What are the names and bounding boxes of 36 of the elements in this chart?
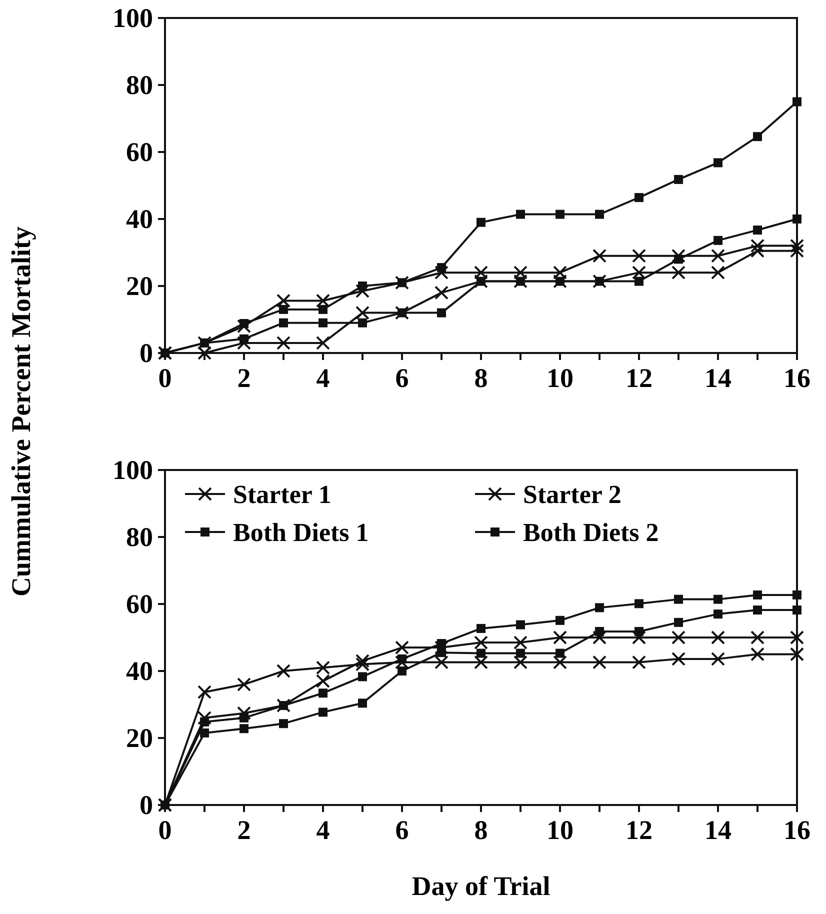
x-tick-label: 0 <box>158 363 172 393</box>
y-tick-label: 60 <box>126 137 153 167</box>
y-tick-label: 0 <box>140 338 153 368</box>
x-tick-label: 8 <box>474 363 488 393</box>
x-tick-label: 16 <box>784 815 810 845</box>
x-tick-label: 4 <box>316 363 330 393</box>
legend-label: Starter 1 <box>233 480 332 509</box>
x-tick-label: 12 <box>626 815 652 845</box>
legend-label: Both Diets 2 <box>523 518 659 547</box>
x-tick-label: 2 <box>237 815 251 845</box>
y-tick-label: 80 <box>126 70 153 100</box>
y-tick-label: 80 <box>126 522 153 552</box>
x-tick-label: 0 <box>158 815 172 845</box>
y-tick-label: 40 <box>126 656 153 686</box>
x-tick-label: 14 <box>704 363 732 393</box>
x-tick-label: 4 <box>316 815 330 845</box>
x-tick-label: 14 <box>704 815 732 845</box>
x-axis-title: Day of Trial <box>412 871 551 901</box>
y-axis-title: Cummulative Percent Mortality <box>6 226 36 596</box>
y-tick-label: 60 <box>126 589 153 619</box>
x-tick-label: 10 <box>546 815 574 845</box>
x-tick-label: 10 <box>546 363 574 393</box>
x-tick-label: 12 <box>626 363 652 393</box>
x-tick-label: 8 <box>474 815 488 845</box>
y-tick-label: 20 <box>126 723 153 753</box>
y-tick-label: 0 <box>140 790 153 820</box>
legend-label: Starter 2 <box>523 480 622 509</box>
x-tick-label: 16 <box>784 363 810 393</box>
x-tick-label: 6 <box>395 363 409 393</box>
y-tick-label: 100 <box>112 3 153 33</box>
y-tick-label: 20 <box>126 271 153 301</box>
legend-label: Both Diets 1 <box>233 518 369 547</box>
x-tick-label: 6 <box>395 815 409 845</box>
y-tick-label: 40 <box>126 204 153 234</box>
x-tick-label: 2 <box>237 363 251 393</box>
y-tick-label: 100 <box>112 455 153 485</box>
